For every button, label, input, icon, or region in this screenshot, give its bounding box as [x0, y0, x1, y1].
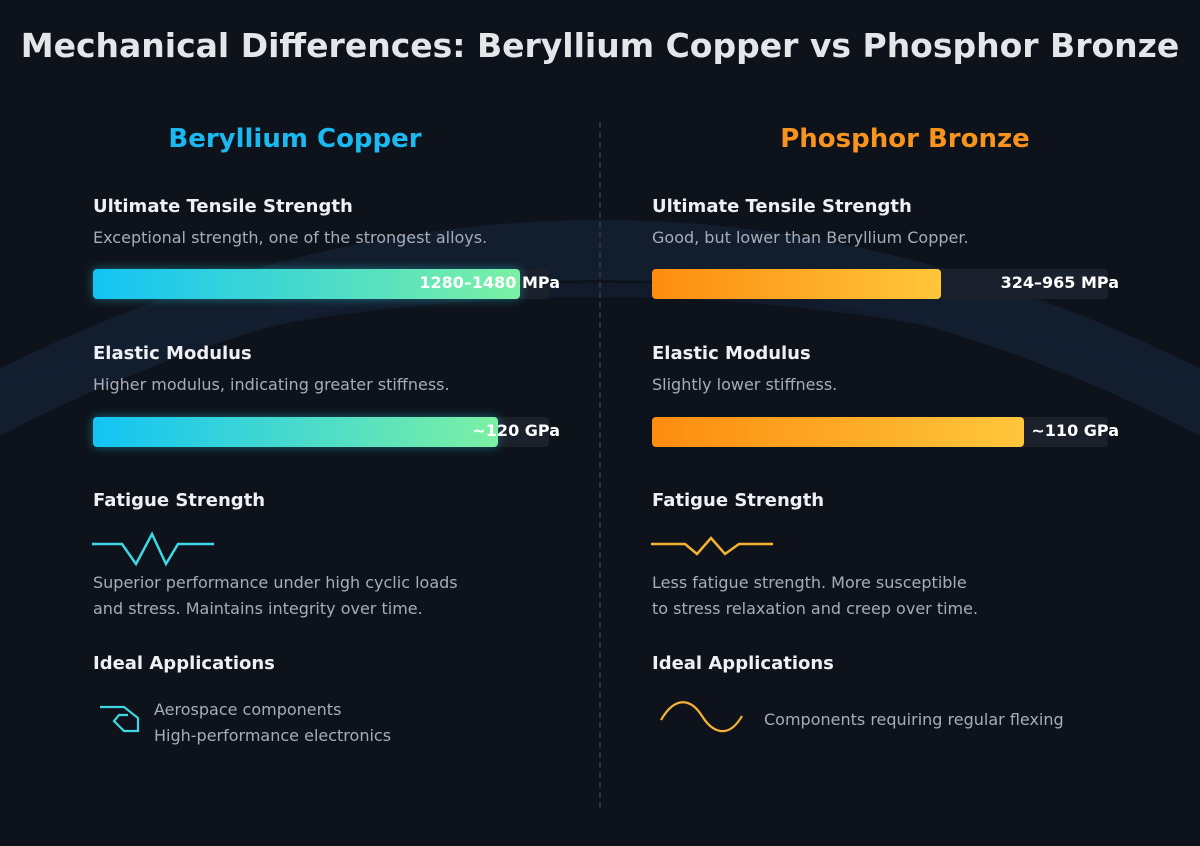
section-heading: Ultimate Tensile Strength: [93, 196, 353, 217]
description: Slightly lower stiffness.: [652, 375, 838, 394]
section-heading: Fatigue Strength: [652, 490, 825, 511]
value-label: 324–965 MPa: [1000, 273, 1119, 292]
value-label: ~120 GPa: [472, 421, 560, 440]
column-heading: Phosphor Bronze: [780, 124, 1030, 154]
wave-icon: [660, 701, 743, 733]
description: and stress. Maintains integrity over tim…: [93, 599, 423, 618]
divider: [599, 122, 601, 808]
bar-track: [652, 417, 1108, 447]
bar-track: [93, 269, 549, 299]
component-icon: [100, 705, 140, 733]
title: Mechanical Differences: Beryllium Copper…: [20, 26, 1180, 65]
description: Exceptional strength, one of the stronge…: [93, 228, 488, 247]
zigzag-icon: [651, 536, 773, 556]
bar-fill: [93, 417, 498, 447]
section-heading: Elastic Modulus: [652, 343, 811, 364]
section-heading: Ideal Applications: [652, 653, 834, 674]
value-label: ~110 GPa: [1031, 421, 1119, 440]
value-label: 1280–1480 MPa: [419, 273, 560, 292]
bar-track: [93, 417, 549, 447]
description: Higher modulus, indicating greater stiff…: [93, 375, 450, 394]
section-heading: Elastic Modulus: [93, 343, 252, 364]
section-heading: Fatigue Strength: [93, 490, 266, 511]
description: Less fatigue strength. More susceptible: [652, 573, 967, 592]
section-heading: Ideal Applications: [93, 653, 275, 674]
section-heading: Ultimate Tensile Strength: [652, 196, 912, 217]
description: Good, but lower than Beryllium Copper.: [652, 228, 969, 247]
description: Superior performance under high cyclic l…: [93, 573, 458, 592]
application-item: Aerospace components: [154, 700, 342, 719]
bar-track: [652, 269, 1108, 299]
bar-fill: [93, 269, 520, 299]
zigzag-icon: [92, 531, 214, 567]
column-heading: Beryllium Copper: [168, 124, 422, 154]
application-item: High-performance electronics: [154, 726, 392, 745]
description: to stress relaxation and creep over time…: [652, 599, 979, 618]
bar-fill: [652, 417, 1024, 447]
application-item: Components requiring regular flexing: [764, 710, 1064, 729]
bar-fill: [652, 269, 941, 299]
